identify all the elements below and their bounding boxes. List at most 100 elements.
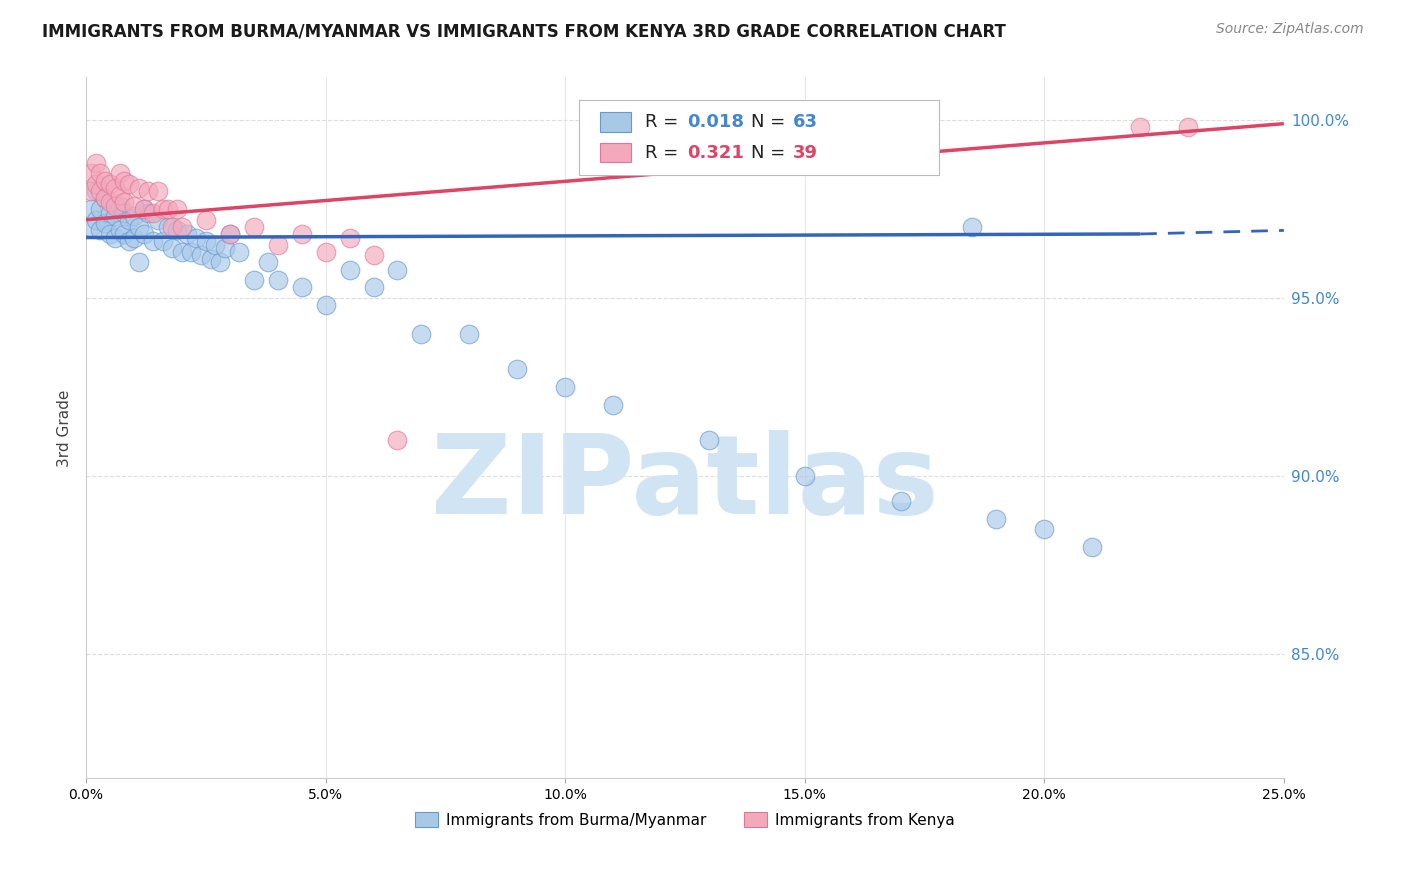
Point (363, 280, 385, 294)
Point (80, 166, 103, 180)
Point (267, 273, 290, 287)
Point (1081, 540, 1104, 554)
Point (118, 212, 141, 227)
Point (80, 184, 103, 198)
Point (339, 262, 361, 277)
Point (228, 244, 250, 259)
Point (315, 298, 337, 312)
Point (170, 219, 193, 234)
Point (112, 194, 135, 209)
Point (166, 202, 188, 216)
Point (84, 177, 107, 191)
Point (190, 248, 212, 262)
Point (146, 212, 169, 227)
Text: N =: N = (751, 113, 790, 131)
Point (128, 255, 150, 269)
Text: 39: 39 (793, 144, 818, 161)
Point (118, 234, 141, 248)
Text: 0.018: 0.018 (688, 113, 745, 131)
Point (89, 202, 111, 216)
Point (98, 194, 121, 209)
Point (602, 398, 624, 412)
Point (122, 198, 145, 212)
Point (176, 227, 198, 241)
Point (152, 202, 174, 216)
Point (1033, 522, 1056, 536)
Text: 0.321: 0.321 (688, 144, 744, 161)
Point (218, 227, 240, 241)
Point (458, 326, 481, 341)
Point (122, 209, 145, 223)
Point (363, 248, 385, 262)
Point (257, 255, 280, 269)
Point (80, 219, 103, 234)
Point (186, 230, 208, 244)
Point (108, 198, 131, 212)
Point (697, 434, 720, 448)
Point (209, 255, 232, 269)
Point (218, 227, 240, 241)
Point (180, 244, 202, 259)
Legend: Immigrants from Burma/Myanmar, Immigrants from Kenya: Immigrants from Burma/Myanmar, Immigrant… (409, 805, 960, 834)
Point (387, 262, 409, 277)
Point (104, 180, 127, 194)
Point (138, 184, 160, 198)
Point (104, 209, 127, 223)
Point (166, 223, 188, 237)
Y-axis label: 3rd Grade: 3rd Grade (58, 389, 72, 467)
Point (291, 227, 314, 241)
Point (142, 234, 165, 248)
Point (411, 326, 433, 341)
Point (291, 280, 314, 294)
Text: IMMIGRANTS FROM BURMA/MYANMAR VS IMMIGRANTS FROM KENYA 3RD GRADE CORRELATION CHA: IMMIGRANTS FROM BURMA/MYANMAR VS IMMIGRA… (42, 22, 1007, 40)
Point (104, 198, 127, 212)
Point (156, 202, 179, 216)
Point (94, 191, 117, 205)
Point (98, 205, 121, 219)
Point (162, 219, 184, 234)
Text: R =: R = (645, 144, 685, 161)
Point (128, 219, 150, 234)
Point (132, 227, 155, 241)
Point (132, 202, 155, 216)
Point (118, 177, 141, 191)
Point (962, 219, 984, 234)
Point (387, 434, 409, 448)
Point (89, 184, 111, 198)
Point (108, 166, 131, 180)
Point (94, 216, 117, 230)
Text: N =: N = (751, 144, 790, 161)
Text: ZIPatlas: ZIPatlas (432, 431, 939, 537)
Point (890, 493, 912, 508)
Point (132, 202, 155, 216)
Point (204, 237, 226, 252)
Point (214, 241, 236, 255)
Text: 63: 63 (793, 113, 818, 131)
Point (128, 180, 150, 194)
Point (242, 219, 264, 234)
Point (94, 173, 117, 187)
Text: R =: R = (645, 113, 685, 131)
Point (986, 511, 1008, 525)
Point (89, 166, 111, 180)
Point (104, 230, 127, 244)
Point (84, 184, 107, 198)
Point (242, 273, 264, 287)
Point (194, 234, 217, 248)
Point (146, 184, 169, 198)
Point (94, 191, 117, 205)
Text: Source: ZipAtlas.com: Source: ZipAtlas.com (1216, 22, 1364, 37)
Point (152, 234, 174, 248)
Point (112, 227, 135, 241)
Point (200, 252, 222, 266)
Point (554, 380, 576, 394)
Point (84, 212, 107, 227)
Point (142, 205, 165, 219)
Point (112, 205, 135, 219)
Point (80, 202, 103, 216)
Point (267, 237, 290, 252)
Point (108, 223, 131, 237)
Point (194, 212, 217, 227)
Point (108, 187, 131, 202)
Point (170, 244, 193, 259)
